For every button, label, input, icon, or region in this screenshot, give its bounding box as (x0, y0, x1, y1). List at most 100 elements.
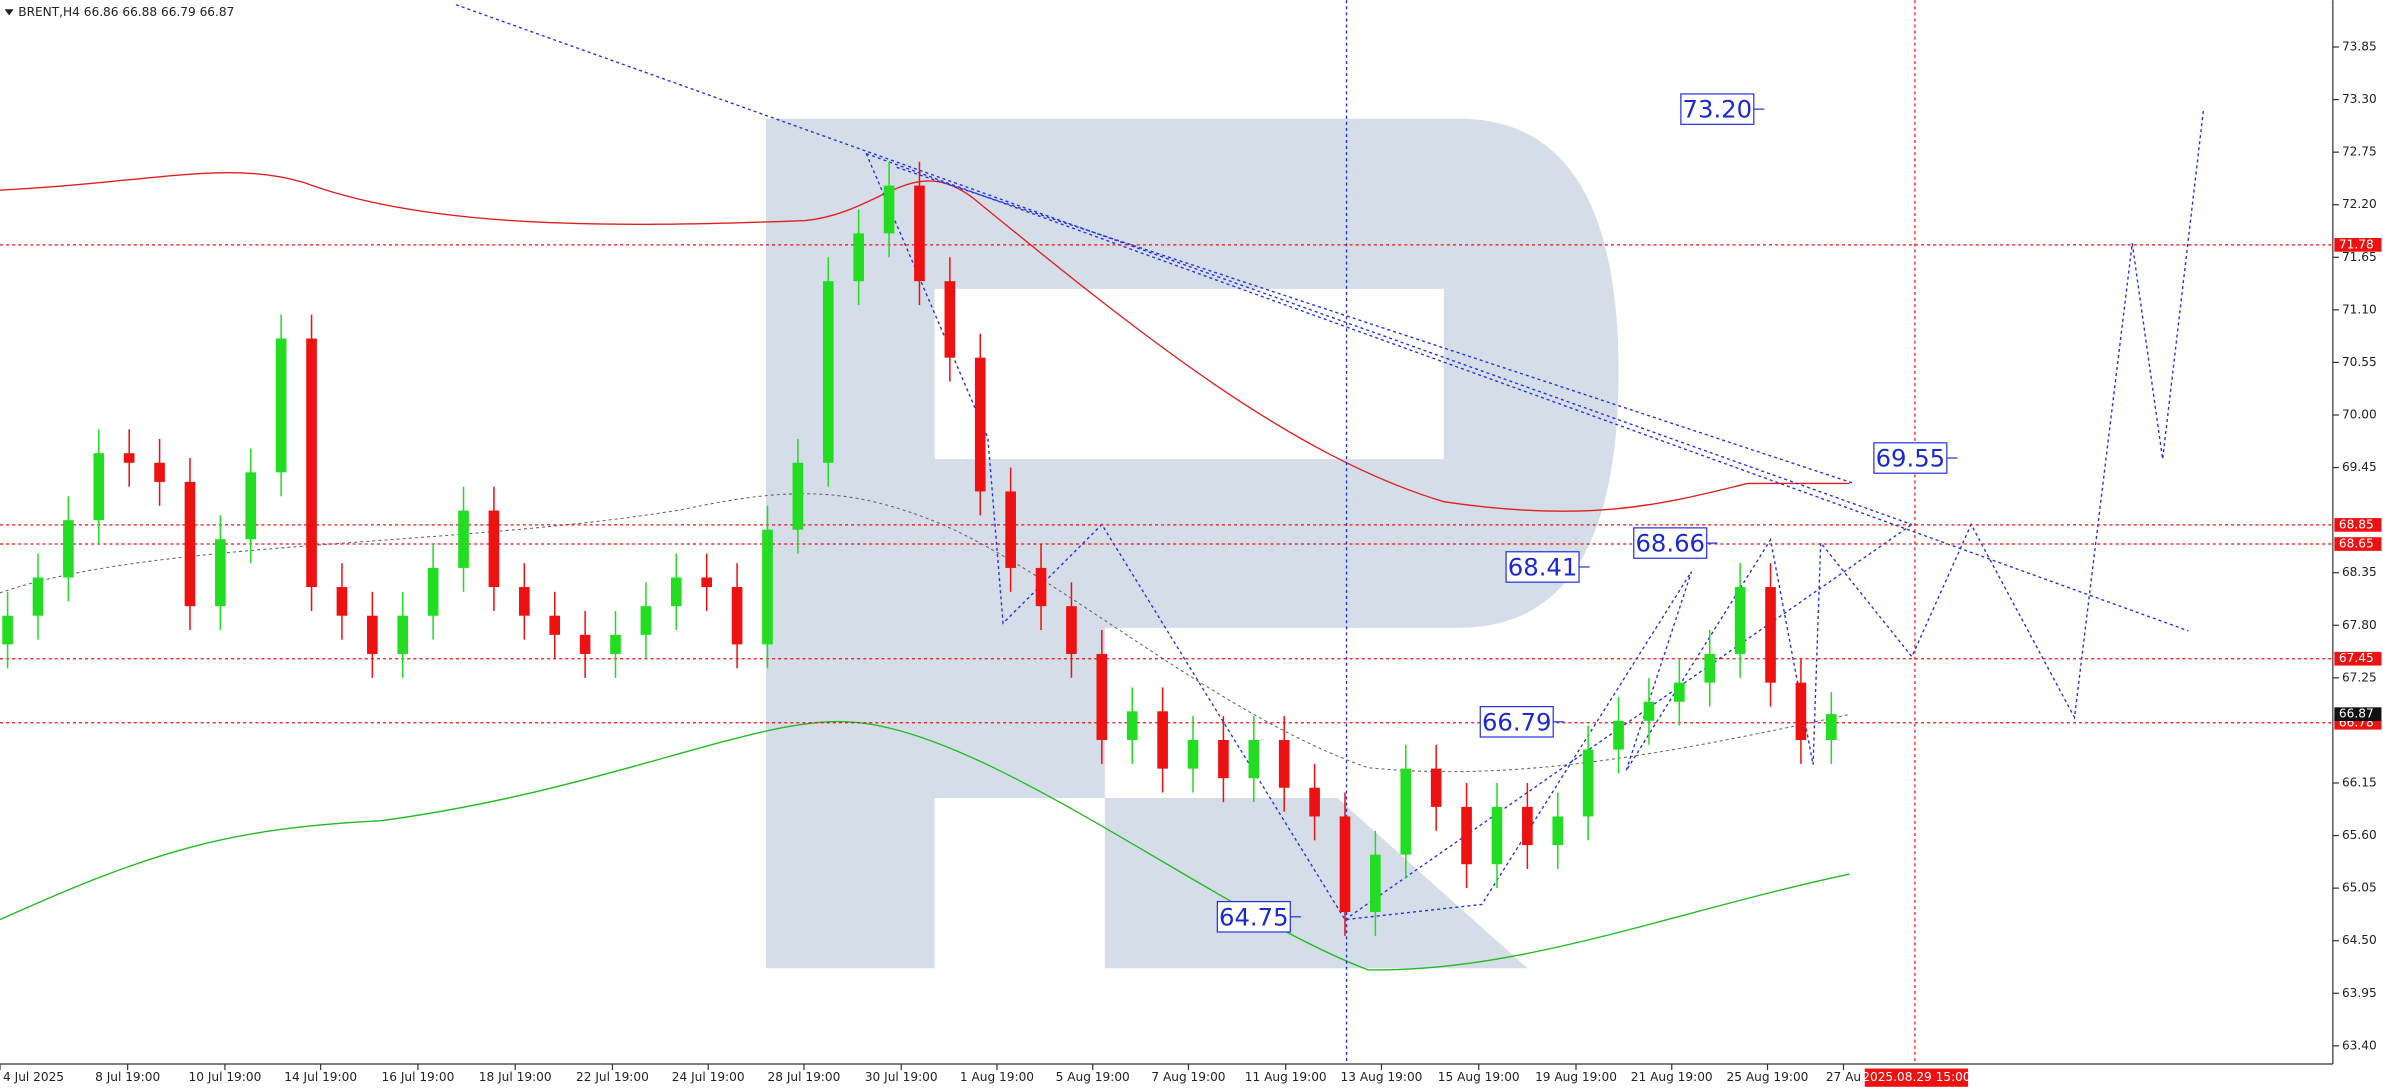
candle-body (822, 281, 834, 463)
y-tick-label: 73.30 (2342, 92, 2377, 106)
candle-body (883, 185, 895, 234)
level-label: 67.45 (2339, 651, 2374, 665)
y-tick-label: 63.40 (2342, 1038, 2377, 1052)
candle-body (488, 510, 500, 588)
x-tick-label: 19 Aug 19:00 (1535, 1070, 1617, 1084)
level-label: 68.85 (2339, 517, 2374, 531)
candle-body (974, 357, 986, 492)
candle-body (1278, 739, 1290, 788)
candle-body (1643, 701, 1655, 721)
x-tick-label: 27 Au (1826, 1070, 1861, 1084)
candle-body (914, 185, 925, 282)
y-tick-label: 71.65 (2342, 250, 2377, 264)
candle-body (1491, 806, 1503, 865)
annotation-label: 68.41 (1508, 552, 1578, 581)
bid-label: 66.87 (2339, 707, 2374, 721)
annotation-label: 69.55 (1876, 444, 1946, 473)
x-tick-label: 24 Jul 19:00 (672, 1070, 745, 1084)
candle-body (519, 587, 530, 616)
x-tick-label: 7 Aug 19:00 (1151, 1070, 1225, 1084)
candle-body (1309, 787, 1320, 817)
y-tick-label: 72.75 (2342, 145, 2377, 159)
candle-body (184, 481, 196, 607)
level-label-box (2334, 651, 2382, 666)
x-tick-label: 1 Aug 19:00 (960, 1070, 1034, 1084)
candle-body (1795, 682, 1807, 740)
candle-body (1126, 711, 1138, 740)
analysis-drawings (455, 0, 2205, 1065)
level-label-box (2334, 518, 2382, 532)
x-tick-label: 28 Jul 19:00 (768, 1070, 841, 1084)
y-tick-label: 67.80 (2342, 618, 2377, 632)
trend-line (896, 166, 1855, 485)
plot: 73.85 73.30 72.75 72.20 71.65 71.10 70.55 70.00… (0, 39, 2377, 1084)
candle-body (1582, 749, 1594, 817)
y-tick-label: 65.60 (2342, 828, 2377, 842)
menu-arrow[interactable] (4, 9, 14, 16)
candle-body (731, 587, 743, 645)
x-tick-label: 4 Jul 2025 (3, 1070, 64, 1084)
candle-body (1248, 739, 1260, 779)
y-tick-label: 64.50 (2342, 933, 2377, 947)
candle-body (306, 338, 317, 588)
candle-body (853, 233, 864, 282)
crosshair-label-box (1864, 1068, 1969, 1087)
candle-body (1461, 806, 1472, 865)
annotation-label: 68.66 (1635, 529, 1705, 558)
candle-body (640, 606, 652, 635)
candle-body (670, 577, 682, 607)
annotation-box (1680, 93, 1755, 125)
y-tick-label: 71.10 (2342, 302, 2377, 316)
candle-body (1066, 606, 1077, 654)
candle-body (701, 577, 713, 588)
y-tick-label: 70.00 (2342, 407, 2377, 421)
candle-body (336, 587, 348, 616)
x-tick-label: 10 Jul 19:00 (189, 1070, 262, 1084)
candle-body (792, 462, 804, 530)
candle-body (93, 453, 105, 521)
x-tick-label: 14 Jul 19:00 (284, 1070, 357, 1084)
moving-average-red (0, 172, 1850, 512)
annotation-box (1216, 900, 1291, 933)
y-tick-label: 70.55 (2342, 355, 2377, 369)
level-label: 71.78 (2339, 237, 2374, 251)
annotation-box (1479, 706, 1554, 738)
candle-body (245, 472, 257, 540)
candle-body (1522, 806, 1533, 846)
x-tick-label: 11 Aug 19:00 (1245, 1070, 1327, 1084)
candle-body (154, 462, 165, 482)
candle-body (549, 615, 561, 635)
candle-body (1613, 720, 1624, 750)
annotation-label: 73.20 (1683, 95, 1753, 124)
x-tick-label: 30 Jul 19:00 (865, 1070, 938, 1084)
candle-body (944, 281, 956, 358)
y-tick-label: 72.20 (2342, 197, 2377, 211)
x-tick-label: 18 Jul 19:00 (479, 1070, 552, 1084)
x-tick-label: 13 Aug 19:00 (1341, 1070, 1423, 1084)
candle-body (1704, 653, 1716, 683)
level-label-box (2334, 238, 2382, 252)
candle-body (215, 539, 226, 607)
candle-body (1005, 491, 1016, 568)
candle-body (1674, 682, 1685, 702)
annotation-label: 64.75 (1219, 902, 1289, 931)
y-tick-label: 66.15 (2342, 775, 2377, 789)
trend-line (455, 4, 1913, 526)
candle-body (762, 529, 773, 645)
y-tick-label: 67.25 (2342, 670, 2377, 684)
annotation-label: 66.79 (1482, 707, 1552, 736)
forecast-path (865, 107, 2205, 921)
level-label-box (2334, 537, 2382, 551)
candle-body (1035, 567, 1047, 607)
y-tick-label: 69.45 (2342, 460, 2377, 474)
y-tick-label: 68.35 (2342, 565, 2377, 579)
candle-body (427, 567, 439, 616)
y-tick-label: 63.95 (2342, 986, 2377, 1000)
candle-body (123, 453, 135, 463)
candle-body (1765, 587, 1776, 683)
candle-body (610, 634, 621, 654)
candle-body (579, 634, 591, 654)
candle-body (1157, 711, 1168, 769)
